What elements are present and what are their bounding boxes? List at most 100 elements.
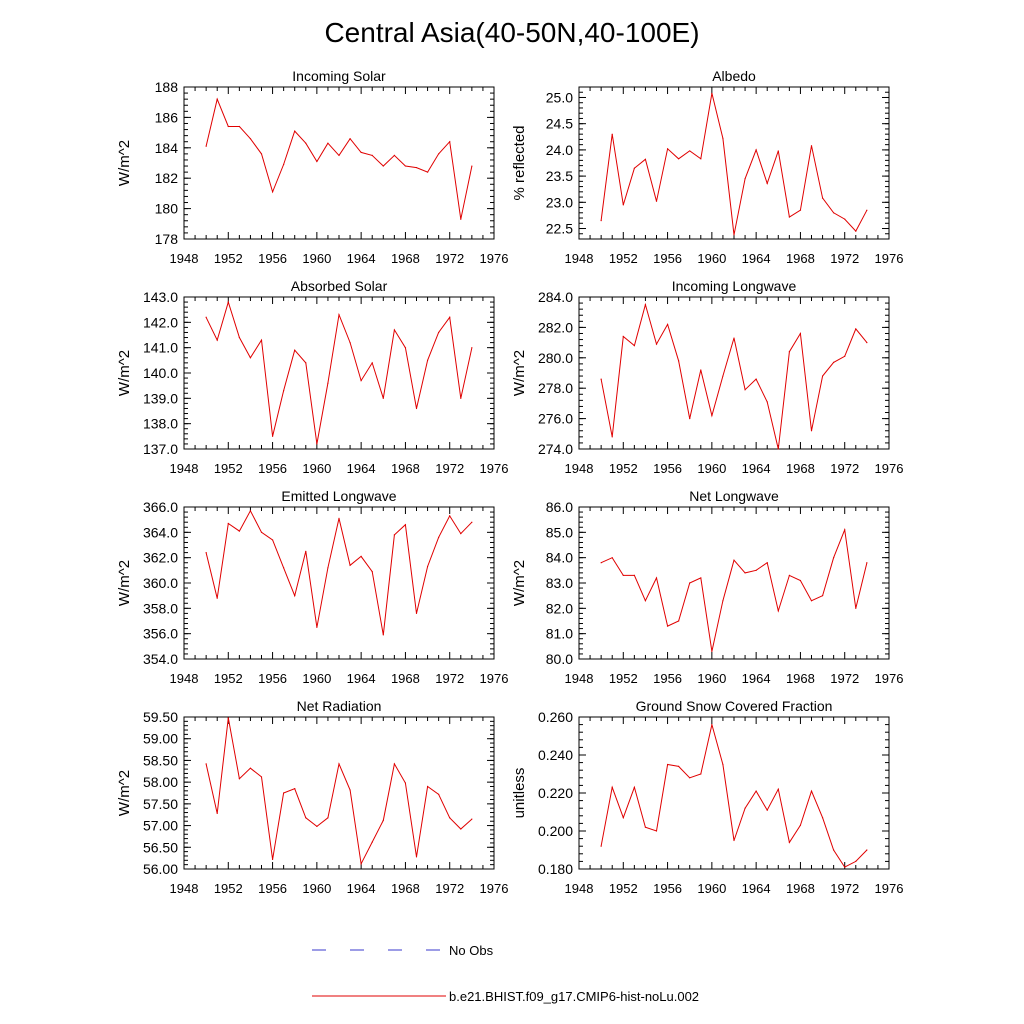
data-point [449,515,451,517]
data-point [449,817,451,819]
x-tick-label: 1964 [742,251,771,266]
y-tick-label: 280.0 [538,350,573,366]
x-tick-label: 1960 [302,881,331,896]
x-tick-label: 1964 [742,671,771,686]
data-point [283,567,285,569]
x-tick-label: 1948 [565,461,594,476]
data-point [711,650,713,653]
data-point [866,209,868,211]
data-point [471,347,473,349]
data-point [438,793,440,795]
data-point [622,817,624,819]
x-tick-label: 1968 [391,251,420,266]
data-point [733,559,735,561]
data-point [810,430,813,432]
data-point [689,582,691,584]
y-tick-label: 276.0 [538,411,573,427]
y-tick-label: 274.0 [538,441,573,457]
data-point [744,807,746,809]
data-point [788,574,790,577]
data-point [722,375,724,377]
panel-incoming-solar: Incoming Solar W/m^2 1948 1952 1956 1960 1964 1… [116,68,508,266]
x-tick-label: 1976 [480,251,509,266]
y-tick-label: 24.0 [546,142,573,158]
x-tick-label: 1972 [830,461,859,476]
data-point [633,786,635,788]
panel-title: Ground Snow Covered Fraction [636,698,833,714]
y-tick-label: 142.0 [143,314,178,330]
data-point [821,197,824,199]
x-tick-label: 1952 [214,671,243,686]
data-point [799,209,802,211]
data-point [471,818,473,820]
data-point [338,314,340,316]
y-tick-label: 141.0 [143,340,178,356]
x-tick-label: 1956 [653,461,682,476]
data-point [655,343,658,345]
data-point [733,337,735,339]
y-tick-label: 81.0 [546,626,573,642]
data-point [393,763,395,765]
data-point [360,863,362,865]
data-point [404,524,407,526]
data-point [260,776,263,778]
panel-albedo: Albedo % reflected 1948 1952 1956 1960 1964 196… [511,68,903,266]
y-tick-label: 284.0 [538,289,573,305]
x-tick-label: 1968 [786,461,815,476]
x-tick-label: 1972 [830,251,859,266]
data-point [666,323,669,325]
data-point [799,579,802,582]
data-point [404,347,407,349]
data-point [283,792,285,794]
data-point [460,218,462,220]
data-point [711,724,713,726]
y-axis-label: W/m^2 [511,350,528,396]
y-tick-label: 366.0 [143,499,178,515]
panel-title: Net Radiation [297,698,382,714]
data-point [438,153,440,155]
x-tick-label: 1964 [347,881,376,896]
plot-frame [183,716,495,870]
data-point [788,351,790,353]
data-point [799,332,802,335]
data-point [821,375,824,377]
y-tick-label: 138.0 [143,416,178,432]
data-point [689,777,691,779]
data-point [316,825,318,828]
panel-net-longwave: Net Longwave W/m^2 1948 1952 1956 1960 1964 196… [511,488,903,686]
x-tick-label: 1948 [565,671,594,686]
data-point [404,165,407,167]
data-point [655,830,658,832]
data-point [744,572,746,574]
data-point [833,361,835,363]
data-point [633,574,635,577]
data-point [305,142,307,144]
x-tick-label: 1968 [786,251,815,266]
y-tick-label: 358.0 [143,600,178,616]
data-point [415,166,418,169]
data-point [205,316,207,318]
x-tick-label: 1956 [653,881,682,896]
y-tick-label: 362.0 [143,550,178,566]
data-point [371,362,373,364]
data-point [866,342,868,344]
data-point [844,529,846,531]
x-tick-label: 1964 [347,251,376,266]
y-tick-label: 59.00 [143,731,178,747]
data-point [855,230,857,232]
data-point [460,828,462,830]
series-line [600,302,868,450]
data-point [689,150,691,152]
x-tick-label: 1976 [480,461,509,476]
plot-frame [183,506,495,660]
data-point [644,304,647,306]
x-tick-label: 1960 [302,671,331,686]
data-point [260,153,263,155]
data-point [666,148,669,150]
data-point [249,138,252,140]
data-point [644,158,647,160]
x-tick-label: 1968 [786,671,815,686]
x-tick-label: 1976 [875,461,904,476]
y-tick-label: 282.0 [538,319,573,335]
y-tick-label: 85.0 [546,524,573,540]
